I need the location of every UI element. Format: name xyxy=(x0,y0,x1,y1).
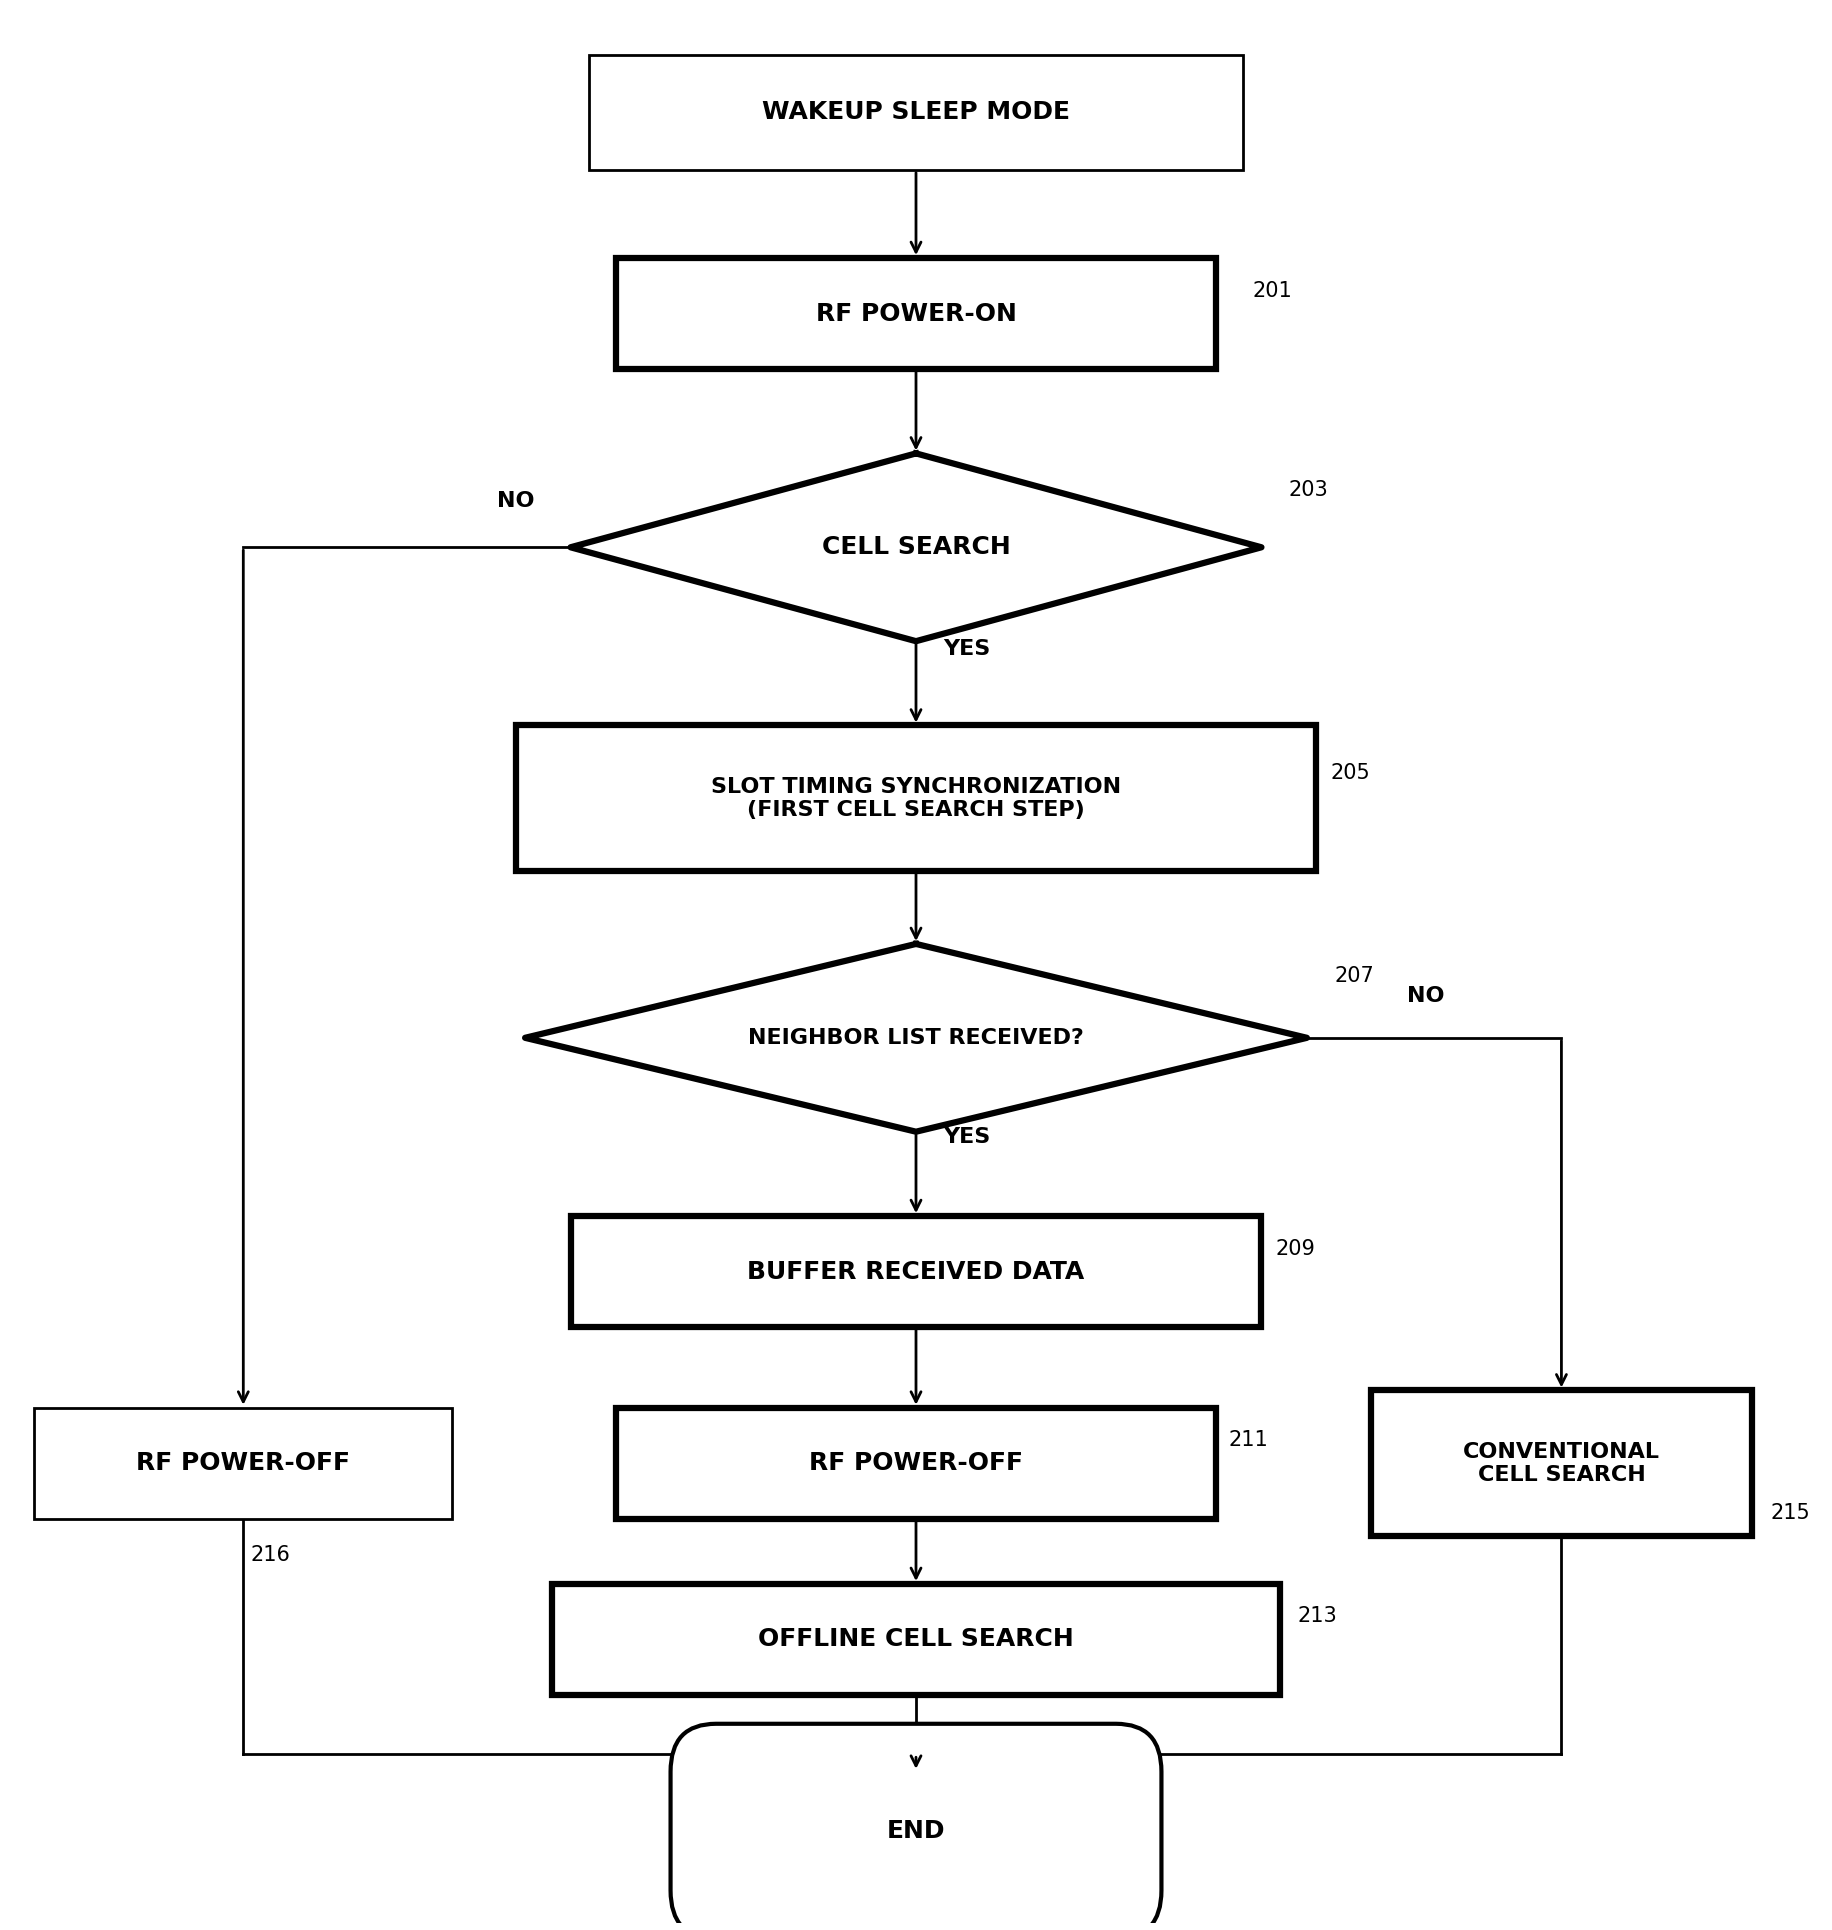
FancyBboxPatch shape xyxy=(517,726,1315,870)
Polygon shape xyxy=(526,944,1306,1131)
Text: END: END xyxy=(887,1820,945,1843)
Text: 201: 201 xyxy=(1253,280,1292,301)
Text: NO: NO xyxy=(496,492,535,511)
Text: RF POWER-OFF: RF POWER-OFF xyxy=(810,1451,1022,1475)
FancyBboxPatch shape xyxy=(553,1585,1279,1695)
Text: SLOT TIMING SYNCHRONIZATION
(FIRST CELL SEARCH STEP): SLOT TIMING SYNCHRONIZATION (FIRST CELL … xyxy=(711,776,1121,820)
FancyBboxPatch shape xyxy=(1370,1390,1753,1536)
Text: BUFFER RECEIVED DATA: BUFFER RECEIVED DATA xyxy=(747,1260,1085,1283)
Text: 211: 211 xyxy=(1229,1430,1268,1449)
FancyBboxPatch shape xyxy=(616,259,1216,369)
Text: NO: NO xyxy=(1407,986,1444,1006)
Polygon shape xyxy=(570,454,1262,641)
Text: CELL SEARCH: CELL SEARCH xyxy=(821,535,1011,560)
FancyBboxPatch shape xyxy=(671,1723,1161,1930)
FancyBboxPatch shape xyxy=(570,1216,1262,1328)
Text: 203: 203 xyxy=(1288,481,1328,500)
Text: CONVENTIONAL
CELL SEARCH: CONVENTIONAL CELL SEARCH xyxy=(1464,1442,1660,1484)
Text: 209: 209 xyxy=(1275,1239,1315,1258)
Text: YES: YES xyxy=(943,639,991,658)
FancyBboxPatch shape xyxy=(588,54,1244,170)
Text: RF POWER-OFF: RF POWER-OFF xyxy=(136,1451,350,1475)
Text: 207: 207 xyxy=(1334,967,1374,986)
Text: 205: 205 xyxy=(1330,764,1370,784)
FancyBboxPatch shape xyxy=(35,1407,453,1519)
Text: WAKEUP SLEEP MODE: WAKEUP SLEEP MODE xyxy=(762,100,1070,124)
Text: 213: 213 xyxy=(1297,1606,1337,1627)
Text: NEIGHBOR LIST RECEIVED?: NEIGHBOR LIST RECEIVED? xyxy=(747,1029,1085,1048)
Text: OFFLINE CELL SEARCH: OFFLINE CELL SEARCH xyxy=(758,1627,1074,1652)
Text: 216: 216 xyxy=(251,1546,291,1565)
Text: YES: YES xyxy=(943,1127,991,1148)
Text: 215: 215 xyxy=(1770,1503,1810,1523)
Text: RF POWER-ON: RF POWER-ON xyxy=(815,301,1017,326)
FancyBboxPatch shape xyxy=(616,1407,1216,1519)
